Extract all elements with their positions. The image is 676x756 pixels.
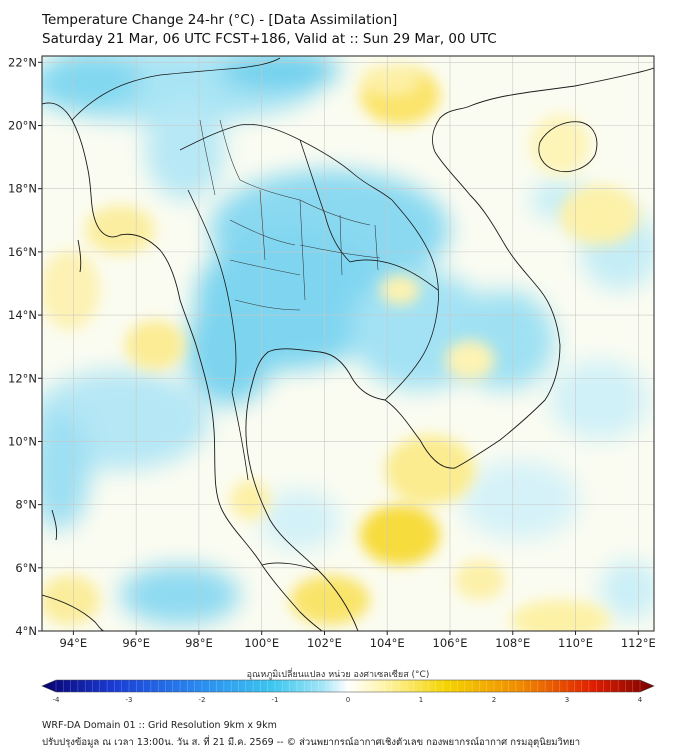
colorbar-tick-label: 4 [638,696,643,704]
x-tick-label: 94°E [60,636,88,650]
x-tick-label: 102°E [307,636,342,650]
y-tick-label: 22°N [8,55,37,69]
x-tick-label: 96°E [122,636,150,650]
colorbar-tick-label: -1 [272,696,279,704]
colorbar-tick-label: -4 [53,696,61,704]
colorbar: -4 -3 -2 -1 0 1 2 3 4 [41,679,655,704]
colorbar-tick-label: 0 [346,696,350,704]
longitude-labels: 94°E 96°E 98°E 100°E 102°E 104°E 106°E 108°E 110… [60,631,656,650]
y-tick-label: 12°N [8,371,37,385]
y-tick-label: 16°N [8,245,37,259]
temperature-field [42,56,654,631]
map-title: Temperature Change 24-hr (°C) - [Data As… [42,12,398,28]
x-tick-label: 106°E [433,636,468,650]
map-frame [41,55,655,632]
colorbar-ticks: -4 -3 -2 -1 0 1 2 3 4 [53,680,643,704]
y-tick-label: 6°N [15,561,37,575]
colorbar-tick-label: -3 [126,696,133,704]
x-tick-label: 108°E [495,636,530,650]
colorbar-tick-label: 2 [492,696,496,704]
colorbar-label: อุณหภูมิเปลี่ยนแปลง หน่วย องศาเซลเซียส (… [246,670,430,680]
map-subtitle: Saturday 21 Mar, 06 UTC FCST+186, Valid … [42,31,497,47]
latitude-labels: 22°N 20°N 18°N 16°N 14°N 12°N 10°N 8°N 6°N 4°N [8,55,42,638]
y-tick-label: 14°N [8,308,37,322]
y-tick-label: 20°N [8,119,37,133]
graticule [42,56,654,631]
y-tick-label: 18°N [8,182,37,196]
cooling-areas [42,56,654,625]
coastlines-and-borders [42,57,654,631]
x-tick-label: 100°E [244,636,279,650]
x-tick-label: 98°E [185,636,213,650]
x-tick-label: 112°E [621,636,656,650]
x-tick-label: 110°E [558,636,593,650]
y-tick-label: 10°N [8,434,37,448]
x-tick-label: 104°E [370,636,405,650]
y-tick-label: 4°N [15,624,37,638]
colorbar-tick-label: 3 [565,696,569,704]
footer-credit: ปรับปรุงข้อมูล ณ เวลา 13:00น. วัน ส. ที่… [42,737,581,748]
colorbar-tick-label: 1 [419,696,423,704]
colorbar-tick-label: -2 [199,696,206,704]
footer-domain-info: WRF-DA Domain 01 :: Grid Resolution 9km … [42,720,277,731]
y-tick-label: 8°N [15,498,37,512]
